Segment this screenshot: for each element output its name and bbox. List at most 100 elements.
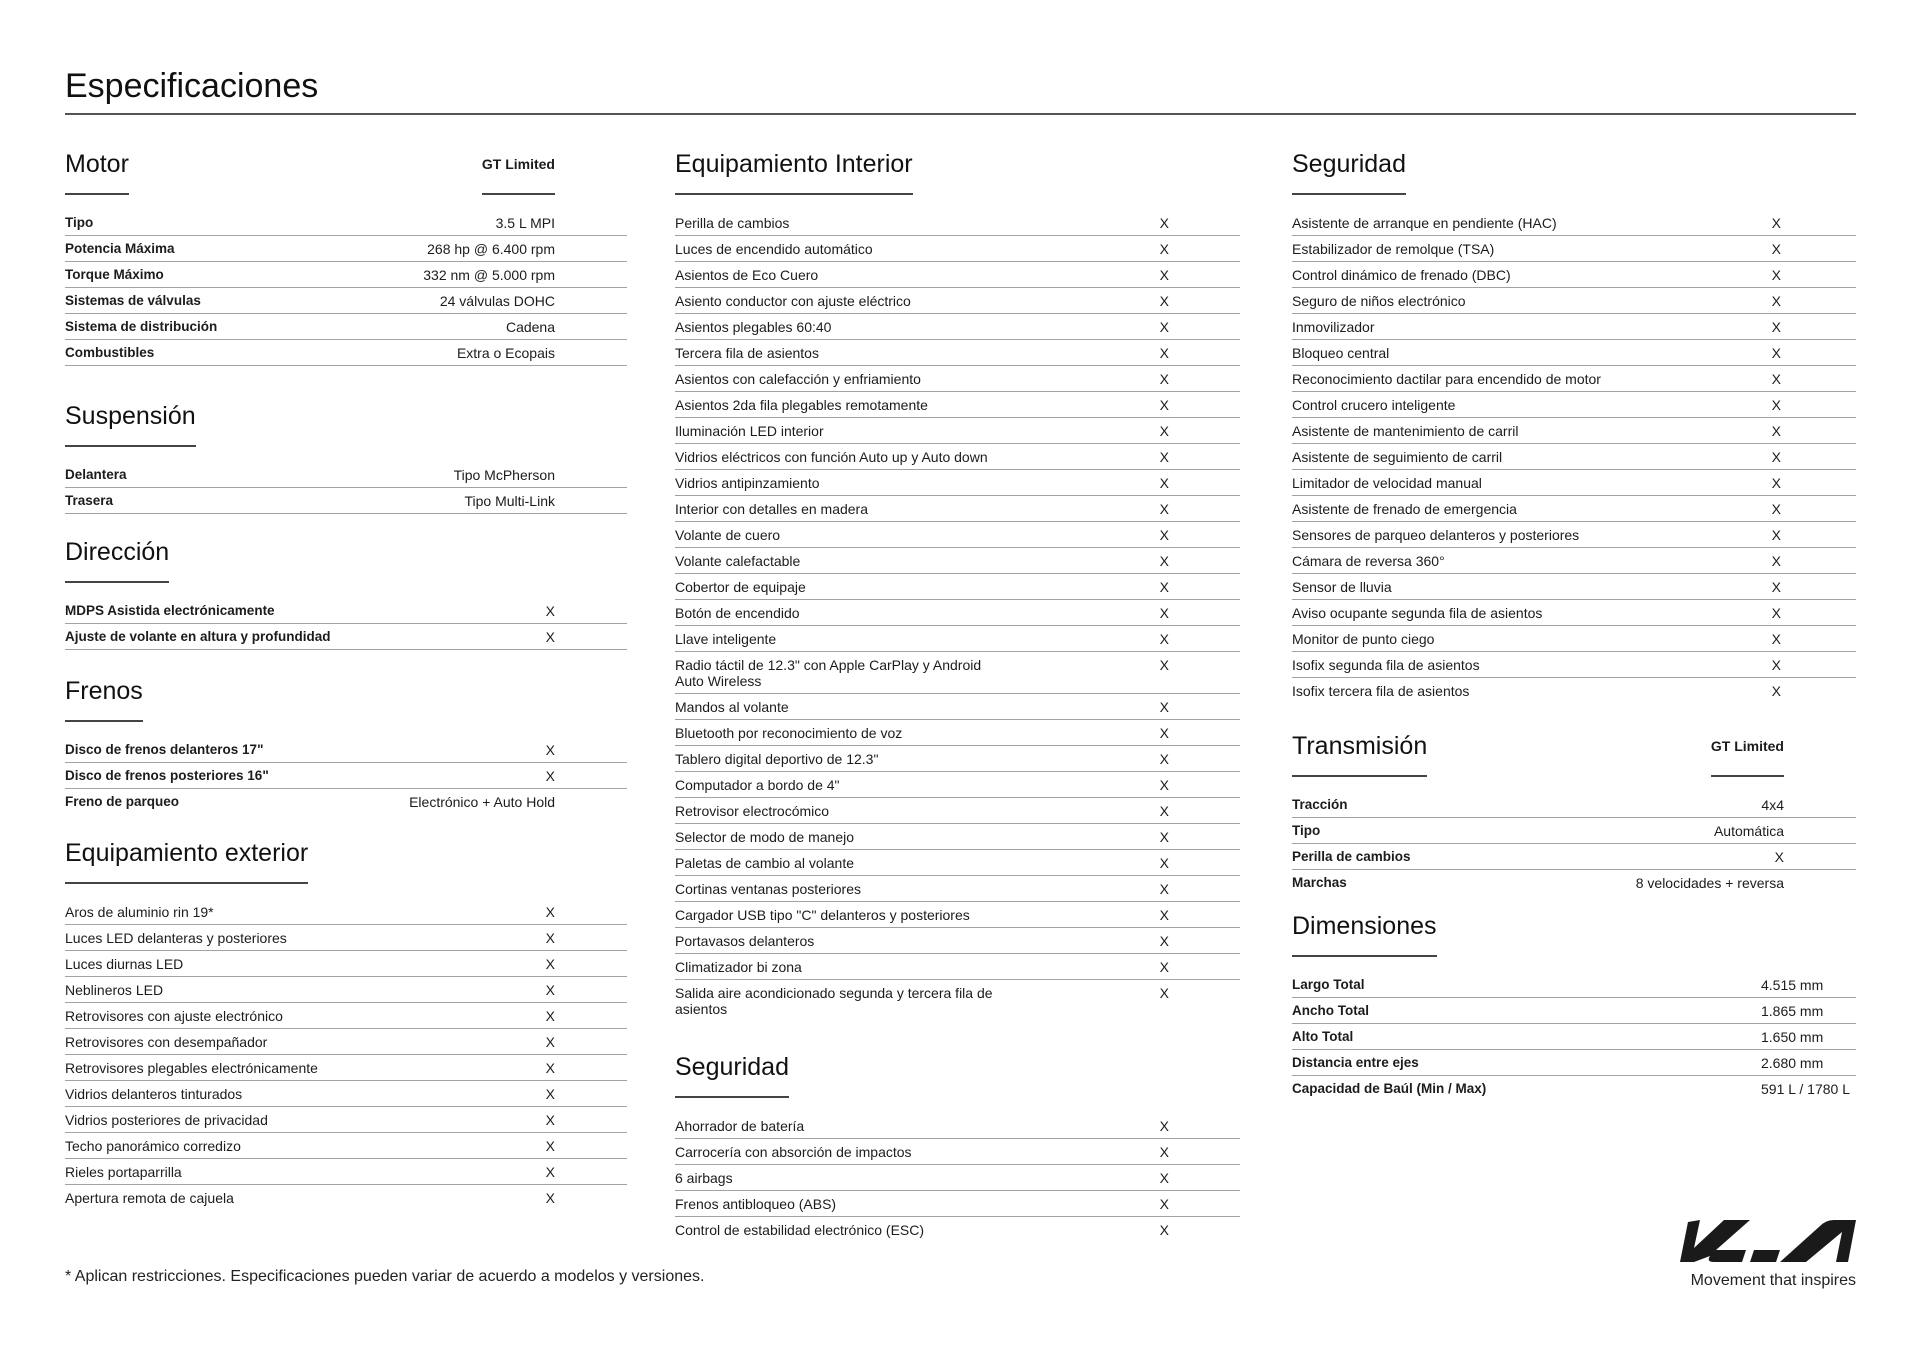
spec-row: Asistente de mantenimiento de carril X [1292, 418, 1856, 444]
spec-row: Tercera fila de asientos X [675, 340, 1240, 366]
spec-label: Isofix segunda fila de asientos [1292, 657, 1480, 673]
spec-row: Reconocimiento dactilar para encendido d… [1292, 366, 1856, 392]
included-mark: X [1159, 725, 1169, 741]
included-mark: X [545, 603, 555, 619]
included-mark: X [1771, 605, 1781, 621]
section-header: Dirección [65, 532, 627, 583]
spec-row: Selector de modo de manejo X [675, 824, 1240, 850]
spec-row: Asistente de frenado de emergencia X [1292, 496, 1856, 522]
spec-list: Tracción 4x4 Tipo Automática Perilla de camb… [1292, 792, 1856, 895]
spec-row: Tipo Automática [1292, 818, 1856, 844]
spec-label: Cortinas ventanas posteriores [675, 881, 861, 897]
spec-label: Paletas de cambio al volante [675, 855, 854, 871]
section-header: Transmisión GT Limited [1292, 726, 1856, 777]
included-mark: X [545, 1034, 555, 1050]
spec-label: Asientos plegables 60:40 [675, 319, 832, 335]
included-mark: X [1771, 293, 1781, 309]
included-mark: X [1771, 267, 1781, 283]
included-mark: X [545, 629, 555, 645]
column-header-gt-limited: GT Limited [1710, 734, 1785, 777]
included-mark: X [1771, 345, 1781, 361]
included-mark: X [1159, 293, 1169, 309]
spec-row: Asistente de seguimiento de carril X [1292, 444, 1856, 470]
included-mark: X [1159, 1170, 1169, 1186]
section-title: Frenos [65, 671, 143, 722]
included-mark: X [545, 982, 555, 998]
spec-row: Retrovisores con desempañador X [65, 1029, 627, 1055]
section-header: Dimensiones [1292, 906, 1856, 957]
section-equipamiento-exterior: Equipamiento exterior Aros de aluminio ri… [65, 833, 627, 1210]
spec-row: Freno de parqueo Electrónico + Auto Hold [65, 789, 627, 814]
included-mark: X [1771, 553, 1781, 569]
included-mark: X [1159, 579, 1169, 595]
spec-list: Delantera Tipo McPherson Trasera Tipo Multi… [65, 462, 627, 514]
included-mark: X [545, 1164, 555, 1180]
spec-label: Control crucero inteligente [1292, 397, 1456, 413]
spec-row: Sensores de parqueo delanteros y posteri… [1292, 522, 1856, 548]
included-mark: X [1159, 959, 1169, 975]
spec-label: Bluetooth por reconocimiento de voz [675, 725, 903, 741]
section-dimensiones: Dimensiones Largo Total 4.515 mm Ancho Tota… [1292, 906, 1856, 1101]
spec-label: Computador a bordo de 4" [675, 777, 840, 793]
spec-row: Computador a bordo de 4" X [675, 772, 1240, 798]
included-mark: X [1771, 527, 1781, 543]
spec-label: Vidrios delanteros tinturados [65, 1086, 243, 1102]
section-title: Equipamiento exterior [65, 833, 309, 884]
spec-label: Rieles portaparrilla [65, 1164, 182, 1180]
spec-label: Asistente de mantenimiento de carril [1292, 423, 1519, 439]
spec-row: Luces LED delanteras y posteriores X [65, 925, 627, 951]
included-mark: X [1159, 345, 1169, 361]
spec-label: Ajuste de volante en altura y profundida… [65, 629, 331, 644]
spec-row: Retrovisores con ajuste electrónico X [65, 1003, 627, 1029]
spec-value: 2.680 mm [1761, 1055, 1824, 1071]
spec-row: Neblineros LED X [65, 977, 627, 1003]
spec-label: Luces de encendido automático [675, 241, 873, 257]
spec-value: 3.5 L MPI [495, 215, 555, 231]
spec-row: Luces de encendido automático X [675, 236, 1240, 262]
spec-row: Frenos antibloqueo (ABS) X [675, 1191, 1240, 1217]
kia-logo [1680, 1220, 1856, 1262]
spec-row: Trasera Tipo Multi-Link [65, 488, 627, 514]
section-transmision: Transmisión GT Limited Tracción 4x4 Tipo Auto… [1292, 726, 1856, 895]
spec-label: Cobertor de equipaje [675, 579, 806, 595]
spec-label: Torque Máximo [65, 267, 164, 282]
spec-label: Asistente de seguimiento de carril [1292, 449, 1503, 465]
spec-label: Distancia entre ejes [1292, 1055, 1419, 1070]
spec-row: Asistente de arranque en pendiente (HAC)… [1292, 210, 1856, 236]
spec-label: Inmovilizador [1292, 319, 1375, 335]
spec-label: Largo Total [1292, 977, 1365, 992]
spec-label: Neblineros LED [65, 982, 164, 998]
included-mark: X [1771, 215, 1781, 231]
spec-label: Tipo [65, 215, 94, 230]
included-mark: X [1159, 527, 1169, 543]
included-mark: X [545, 1138, 555, 1154]
section-header: Motor GT Limited [65, 144, 627, 195]
spec-row: Carrocería con absorción de impactos X [675, 1139, 1240, 1165]
spec-label: Sensores de parqueo delanteros y posteri… [1292, 527, 1580, 543]
spec-row: Isofix tercera fila de asientos X [1292, 678, 1856, 703]
included-mark: X [545, 1112, 555, 1128]
section-header: Seguridad [1292, 144, 1856, 195]
spec-row: Retrovisor electrocómico X [675, 798, 1240, 824]
spec-row: Cargador USB tipo "C" delanteros y poste… [675, 902, 1240, 928]
included-mark: X [1159, 423, 1169, 439]
spec-label: Carrocería con absorción de impactos [675, 1144, 912, 1160]
spec-row: Volante calefactable X [675, 548, 1240, 574]
section-frenos: Frenos Disco de frenos delanteros 17" X Dis… [65, 671, 627, 814]
spec-value: 268 hp @ 6.400 rpm [427, 241, 555, 257]
section-header: Equipamiento exterior [65, 833, 627, 884]
spec-row: Disco de frenos posteriores 16" X [65, 763, 627, 789]
spec-label: Luces diurnas LED [65, 956, 184, 972]
spec-row: Potencia Máxima 268 hp @ 6.400 rpm [65, 236, 627, 262]
included-mark: X [1159, 657, 1169, 673]
spec-row: Salida aire acondicionado segunda y terc… [675, 980, 1240, 1021]
included-mark: X [1159, 933, 1169, 949]
spec-row: Mandos al volante X [675, 694, 1240, 720]
section-title: Motor [65, 144, 129, 195]
spec-label: Asientos 2da fila plegables remotamente [675, 397, 928, 413]
spec-label: Apertura remota de cajuela [65, 1190, 234, 1206]
spec-label: Vidrios antipinzamiento [675, 475, 820, 491]
spec-row: Control dinámico de frenado (DBC) X [1292, 262, 1856, 288]
footnote: * Aplican restricciones. Especificacione… [65, 1268, 705, 1285]
spec-row: Interior con detalles en madera X [675, 496, 1240, 522]
